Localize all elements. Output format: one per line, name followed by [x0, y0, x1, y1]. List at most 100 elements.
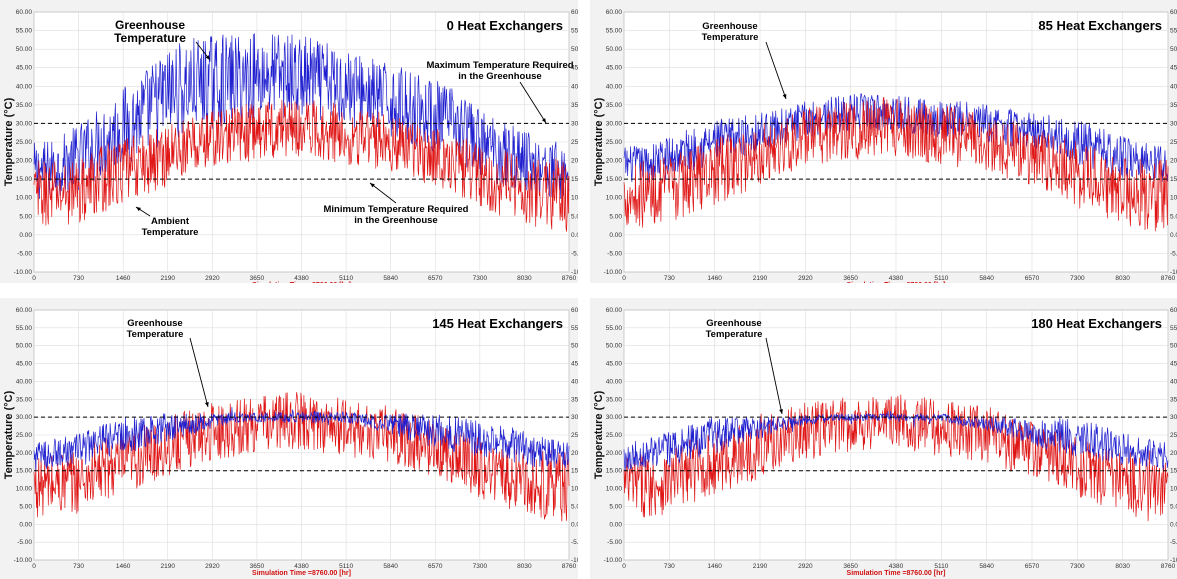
annotation-arrowhead [541, 118, 546, 123]
x-tick-label: 1460 [707, 275, 722, 282]
y-tick-label-right: 15.00 [571, 176, 578, 183]
annotation-label: Minimum Temperature Required in the Green… [324, 204, 469, 226]
y-tick-label-right: 35.00 [1170, 102, 1177, 109]
chart-panel-180-heat-exchangers: 60.00 60.00 55.00 55.00 50.00 50.00 45.00 45.00… [590, 298, 1177, 579]
y-tick-label-right: 50.00 [1170, 46, 1177, 53]
x-tick-label: 4380 [294, 275, 309, 282]
y-tick-label-right: 40.00 [1170, 378, 1177, 385]
y-tick-label-right: 25.00 [1170, 139, 1177, 146]
x-axis-label: Simulation Time =8760.00 [hr] [847, 282, 946, 283]
y-tick-label-right: 30.00 [1170, 120, 1177, 127]
x-tick-label: 730 [664, 563, 675, 570]
y-tick-label-left: 60.00 [16, 9, 33, 16]
ambient-temperature-line [623, 394, 1169, 522]
y-tick-label-right: 35.00 [571, 396, 578, 403]
x-tick-label: 5110 [339, 563, 353, 570]
y-tick-label-left: 60.00 [16, 307, 33, 314]
y-tick-label-right: 10.00 [1170, 195, 1177, 202]
y-tick-label-left: -5.00 [607, 250, 622, 257]
y-tick-label-right: 0.00 [571, 521, 578, 528]
y-tick-label-right: 20.00 [1170, 158, 1177, 165]
annotation-label: Greenhouse Temperature [702, 21, 759, 43]
chart-svg: 60.00 60.00 55.00 55.00 50.00 50.00 45.00 45.00… [590, 298, 1177, 579]
y-axis-label-left: Temperature (°C) [3, 97, 15, 186]
chart-title: 145 Heat Exchangers [432, 316, 563, 331]
x-tick-label: 5840 [979, 563, 994, 570]
y-tick-label-left: 0.00 [19, 521, 32, 528]
x-tick-label: 3650 [250, 275, 265, 282]
x-tick-label: 5110 [339, 275, 353, 282]
y-tick-label-left: -5.00 [17, 250, 32, 257]
y-tick-label-left: 10.00 [16, 486, 33, 493]
chart-panel-85-heat-exchangers: 60.00 60.00 55.00 55.00 50.00 50.00 45.00 45.00… [590, 0, 1177, 283]
annotation-label: Greenhouse Temperature [706, 318, 763, 340]
x-tick-label: 0 [32, 563, 36, 570]
x-tick-label: 7300 [473, 563, 488, 570]
x-tick-label: 2920 [205, 275, 220, 282]
annotation-label: Greenhouse Temperature [127, 318, 184, 340]
y-tick-label-right: 45.00 [1170, 361, 1177, 368]
y-tick-label-right: 15.00 [1170, 468, 1177, 475]
y-tick-label-left: 55.00 [16, 28, 33, 35]
y-tick-label-left: 5.00 [609, 503, 622, 510]
x-tick-label: 5110 [934, 275, 948, 282]
y-tick-label-left: 55.00 [16, 325, 33, 332]
x-tick-label: 5110 [934, 563, 948, 570]
y-tick-label-right: 5.00 [1170, 213, 1177, 220]
x-tick-label: 4380 [294, 563, 309, 570]
y-tick-label-right: 40.00 [1170, 83, 1177, 90]
y-tick-label-right: 55.00 [1170, 325, 1177, 332]
y-tick-label-right: 15.00 [571, 468, 578, 475]
y-tick-label-left: 30.00 [16, 414, 33, 421]
y-tick-label-left: 10.00 [606, 486, 623, 493]
x-tick-label: 1460 [707, 563, 722, 570]
x-tick-label: 7300 [1070, 563, 1085, 570]
annotation-arrow [519, 81, 547, 124]
y-tick-label-left: 40.00 [606, 83, 623, 90]
x-tick-label: 3650 [250, 563, 265, 570]
y-tick-label-left: 5.00 [19, 503, 32, 510]
x-tick-label: 1460 [116, 275, 131, 282]
chart-title: 85 Heat Exchangers [1038, 18, 1162, 33]
x-tick-label: 5840 [383, 275, 398, 282]
y-axis-label-left: Temperature (°C) [593, 390, 605, 479]
y-tick-label-left: 25.00 [16, 139, 33, 146]
annotation-arrow [765, 337, 783, 415]
y-tick-label-right: 0.00 [1170, 521, 1177, 528]
y-axis-label-left: Temperature (°C) [593, 97, 605, 186]
y-tick-label-left: 45.00 [606, 361, 623, 368]
y-tick-label-left: 10.00 [606, 195, 623, 202]
x-tick-label: 2920 [798, 275, 813, 282]
y-tick-label-right: -5.00 [1170, 250, 1177, 257]
x-tick-label: 5840 [383, 563, 398, 570]
y-tick-label-right: -5.00 [1170, 539, 1177, 546]
y-tick-label-left: 60.00 [606, 307, 623, 314]
y-tick-label-left: 25.00 [606, 432, 623, 439]
x-tick-label: 730 [73, 563, 84, 570]
y-tick-label-right: 45.00 [1170, 65, 1177, 72]
x-tick-label: 0 [622, 275, 626, 282]
annotation-arrow [189, 337, 209, 408]
y-tick-label-left: -5.00 [17, 539, 32, 546]
y-tick-label-left: 50.00 [606, 343, 623, 350]
x-tick-label: 0 [622, 563, 626, 570]
x-tick-label: 6570 [1025, 275, 1040, 282]
y-tick-label-right: 10.00 [571, 195, 578, 202]
y-tick-label-left: 30.00 [16, 120, 33, 127]
x-tick-label: 8760 [562, 563, 577, 570]
y-tick-label-left: 25.00 [16, 432, 33, 439]
y-tick-label-left: 35.00 [606, 102, 623, 109]
x-tick-label: 2920 [205, 563, 220, 570]
y-tick-label-left: 0.00 [19, 232, 32, 239]
x-tick-label: 730 [664, 275, 675, 282]
annotation-arrowhead [204, 402, 209, 407]
greenhouse-temperature-line [33, 407, 570, 471]
x-tick-label: 0 [32, 275, 36, 282]
y-tick-label-right: 10.00 [1170, 486, 1177, 493]
y-tick-label-left: 30.00 [606, 414, 623, 421]
annotation-arrowhead [370, 183, 375, 188]
y-tick-label-left: -10.00 [14, 557, 33, 564]
greenhouse-temperature-line [33, 33, 570, 200]
x-tick-label: 730 [73, 275, 84, 282]
y-tick-label-left: 10.00 [16, 195, 33, 202]
